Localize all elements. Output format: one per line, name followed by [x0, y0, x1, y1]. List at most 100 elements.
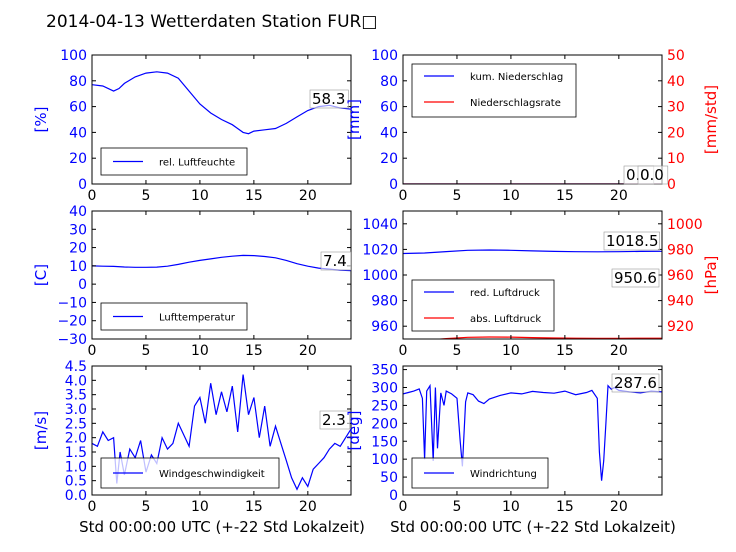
y-tick-label-right: 50 [667, 48, 685, 64]
y-tick-label: 60 [69, 100, 87, 116]
panel-2: 0 5 10 15 20 0 20 40 60 80 100 0 10 20 30 40 50 [mm] [mm/s… [345, 48, 720, 204]
y-tick-label: 0 [389, 488, 398, 504]
y-tick-label: 3.5 [65, 388, 87, 404]
y-tick-label: 980 [371, 294, 398, 310]
x-tick-label: 20 [299, 188, 317, 204]
y-tick-label: 0 [78, 277, 87, 293]
y-tick-label: 100 [371, 48, 398, 64]
last-value-label: 2.3 [322, 411, 346, 429]
y-tick-label: 100 [60, 48, 87, 64]
y-tick-label-right: 1000 [667, 217, 703, 233]
y-tick-label: 960 [371, 319, 398, 335]
y-axis-label: [C] [32, 264, 50, 286]
legend-label: kum. Niederschlag [470, 72, 563, 83]
y-tick-label-right: 40 [667, 74, 685, 90]
value-box [637, 165, 669, 185]
y-tick-label-right: 20 [667, 125, 685, 141]
y-tick-label: 150 [371, 434, 398, 450]
x-tick-label: 10 [191, 343, 209, 359]
x-tick-label: 20 [610, 499, 628, 515]
legend: kum. Niederschlag Niederschlagsrate [411, 63, 577, 118]
x-tick-label: 10 [502, 188, 520, 204]
x-tick-label: 5 [141, 499, 150, 515]
y-tick-label: 1040 [362, 217, 398, 233]
y-tick-label: 50 [380, 470, 398, 486]
x-tick-label: 15 [245, 343, 263, 359]
y-tick-label: 1.0 [65, 459, 87, 475]
value-box [320, 251, 352, 271]
y-tick-label: 250 [371, 398, 398, 414]
x-tick-label: 5 [141, 343, 150, 359]
last-value-label: 7.4 [323, 252, 347, 270]
y-tick-label: 0 [389, 177, 398, 193]
x-tick-label: 10 [502, 499, 520, 515]
y-tick-label: −20 [57, 314, 87, 330]
y-tick-label: 200 [371, 416, 398, 432]
last-value-label: 1018.5 [606, 232, 659, 250]
y-tick-label: 60 [380, 100, 398, 116]
x-tick-label: 10 [191, 188, 209, 204]
x-tick-label: 15 [556, 188, 574, 204]
plot-frame [91, 54, 352, 185]
plot-frame [91, 365, 352, 496]
y-tick-label: 2.5 [65, 416, 87, 432]
plot-frame [402, 54, 663, 185]
y-tick-label-right: 940 [667, 294, 694, 310]
y-axis-label: [%] [32, 107, 50, 133]
x-tick-label: 0 [88, 343, 97, 359]
series-line-1 [92, 71, 351, 135]
y-axis-label: [deg] [345, 411, 363, 451]
y-tick-label: 1020 [362, 242, 398, 258]
y-tick-label: 1000 [362, 268, 398, 284]
y-tick-label: 20 [69, 151, 87, 167]
x-tick-label: 10 [502, 343, 520, 359]
plot-frame [402, 365, 663, 496]
y-tick-label: 40 [380, 125, 398, 141]
series-line-1 [92, 254, 351, 272]
x-tick-label: 0 [399, 343, 408, 359]
y-tick-label: 10 [69, 259, 87, 275]
last-value-label: 58.3 [312, 90, 345, 108]
x-axis-label-left: Std 00:00:00 UTC (+-22 Std Lokalzeit) [79, 518, 365, 536]
legend-label: Niederschlagsrate [470, 98, 561, 109]
y-tick-label: 30 [69, 222, 87, 238]
value-box [611, 373, 660, 393]
y-tick-label-right: 960 [667, 268, 694, 284]
value-box [603, 231, 660, 251]
x-axis-label-right: Std 00:00:00 UTC (+-22 Std Lokalzeit) [390, 518, 676, 536]
value-box [611, 268, 660, 288]
y-tick-label: 40 [69, 204, 87, 220]
legend-label: Windgeschwindigkeit [159, 469, 265, 480]
y-tick-label: 20 [69, 241, 87, 257]
y-tick-label-right: 0 [667, 177, 676, 193]
y-tick-label-right: 920 [667, 319, 694, 335]
last-value-label: 950.6 [614, 269, 657, 287]
y-tick-label: 1.5 [65, 445, 87, 461]
y-tick-label: 2.0 [65, 431, 87, 447]
y-tick-label: 0.0 [65, 488, 87, 504]
y-axis-label: [m/s] [32, 411, 50, 450]
y-tick-label: 0 [78, 177, 87, 193]
x-tick-label: 20 [610, 343, 628, 359]
panel-3: 0 5 10 15 20 −30 −20 −10 0 10 20 30 40 [C] Lufttempera… [32, 204, 352, 359]
series-line-1 [403, 249, 662, 255]
series-line-1 [92, 374, 351, 491]
y-axis-label: [mm] [345, 99, 363, 140]
x-tick-label: 0 [399, 499, 408, 515]
y-tick-label: 350 [371, 363, 398, 379]
legend: Lufttemperatur [100, 302, 248, 331]
panel-6: 0 5 10 15 20050100150200250300350[deg]Windri… [345, 363, 663, 515]
x-tick-label: 0 [399, 188, 408, 204]
y-tick-label: 3.0 [65, 402, 87, 418]
last-value-label: 0.0 [640, 166, 664, 184]
x-tick-label: 20 [299, 343, 317, 359]
panel-5: 0 5 10 15 20 0.00.51.01.52.02.53.03.54.04.5 [m… [32, 359, 352, 515]
x-tick-label: 15 [556, 343, 574, 359]
y-tick-label: 80 [380, 74, 398, 90]
x-tick-label: 5 [452, 188, 461, 204]
x-tick-label: 5 [141, 188, 150, 204]
value-box [319, 410, 351, 430]
x-tick-label: 15 [245, 499, 263, 515]
y-tick-label: 40 [69, 125, 87, 141]
